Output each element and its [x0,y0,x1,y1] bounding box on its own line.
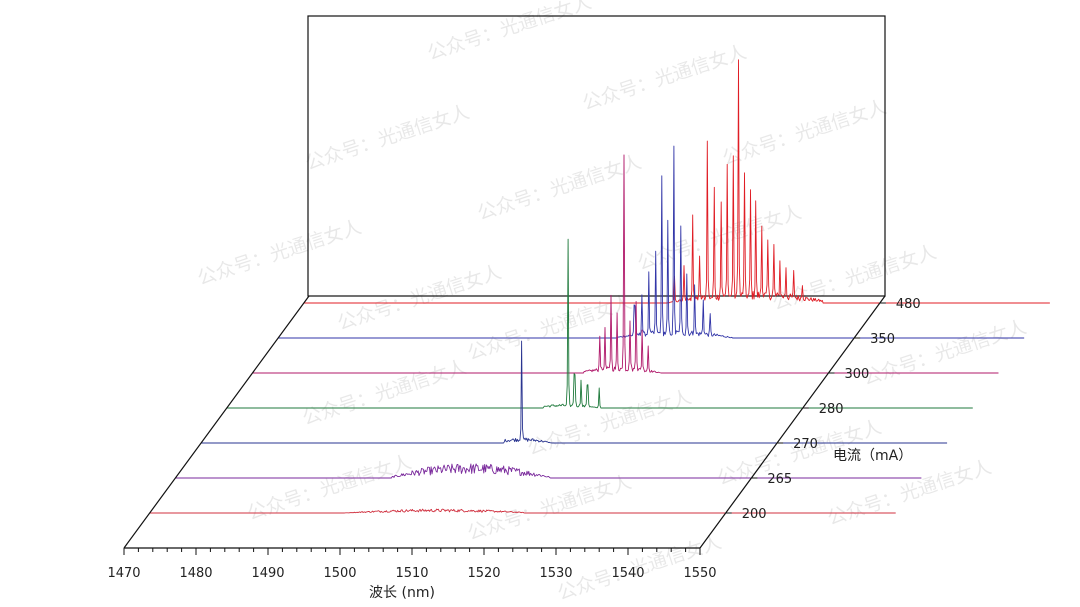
watermark-text: 公众号：光通信女人 [720,96,889,170]
series-line [201,340,777,444]
series-line [252,154,828,374]
category-tick-label: 200 [742,507,767,522]
x-tick-label: 1490 [251,566,284,581]
watermark-text: 公众号：光通信女人 [245,451,414,525]
x-tick-label: 1480 [179,566,212,581]
axes: 480 350 300 280 270 265 200 1470 1480 1490 1500 151… [107,295,921,601]
plot-frame [307,15,886,297]
category-tick-label: 480 [896,297,921,312]
x-tick-label: 1500 [323,566,356,581]
series-265 [175,463,922,479]
series-300 [252,154,999,374]
series-line [149,508,726,514]
watermark-text: 公众号：光通信女人 [425,0,594,65]
x-axis-title: 波长 (nm) [369,585,435,601]
watermark-text: 公众号：光通信女人 [580,41,749,115]
watermark-text: 公众号：光通信女人 [525,386,694,460]
watermark-text: 公众号：光通信女人 [475,151,644,225]
series-line [175,463,751,479]
series-480 [303,59,1050,304]
x-tick-label: 1470 [107,566,140,581]
x-tick-label: 1540 [611,566,644,581]
x-tick-label: 1520 [467,566,500,581]
category-tick-label: 280 [819,402,844,417]
watermark-text: 公众号：光通信女人 [195,216,364,290]
x-tick-label: 1530 [539,566,572,581]
category-tick-label: 270 [793,437,818,452]
series-line [303,59,880,304]
watermark-text: 公众号：光通信女人 [465,471,634,545]
series-line [278,145,854,339]
series-280 [226,238,973,409]
watermark-text: 公众号：光通信女人 [300,356,469,430]
x-tick-label: 1550 [683,566,716,581]
watermark-text: 公众号：光通信女人 [335,261,504,335]
watermark-text: 公众号：光通信女人 [303,101,472,175]
watermark-text: 公众号：光通信女人 [465,291,634,365]
watermark-text: 公众号：光通信女人 [825,456,994,530]
series-200 [149,508,896,514]
watermark-text: 公众号：光通信女人 [635,201,804,275]
watermark-text: 公众号：光通信女人 [860,316,1029,390]
series-270 [201,340,948,444]
depth-axis-left [123,295,310,549]
category-tick-label: 350 [870,332,895,347]
depth-axis-title: 电流（mA） [833,448,912,464]
category-tick-label: 300 [844,367,869,382]
x-tick-label: 1510 [395,566,428,581]
category-tick-label: 265 [767,472,792,487]
spectra-traces [149,59,1050,514]
series-line [226,238,803,409]
series-350 [278,145,1025,339]
